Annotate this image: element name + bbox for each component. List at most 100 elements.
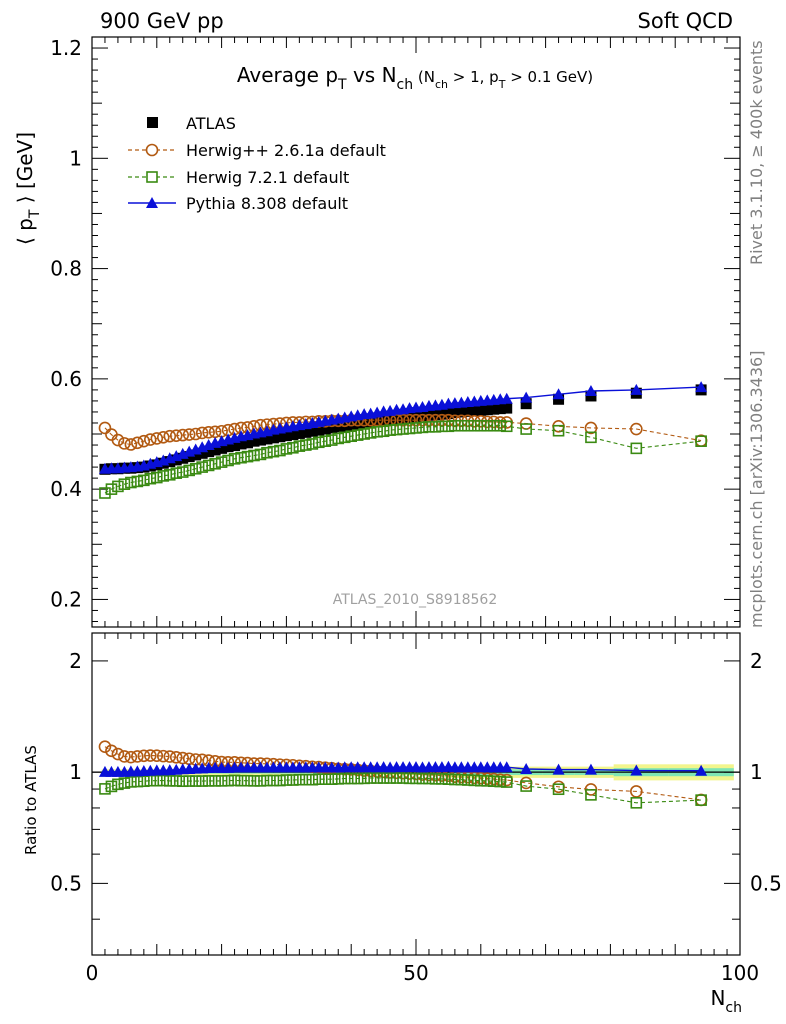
data-point-atlas xyxy=(319,423,331,435)
data-point-herwig7 xyxy=(429,421,442,433)
data-point-herwig7 xyxy=(163,469,176,481)
data-point-herwigpp xyxy=(124,750,138,764)
data-point-herwigpp xyxy=(131,750,144,763)
data-point-herwig7 xyxy=(215,456,228,468)
data-point-herwig7 xyxy=(429,773,442,785)
data-point-herwig7 xyxy=(105,780,118,793)
data-point-atlas xyxy=(196,447,208,459)
data-point-atlas xyxy=(267,432,279,444)
data-point-atlas xyxy=(520,398,532,410)
data-point-herwig7 xyxy=(520,423,532,435)
data-point-herwig7 xyxy=(293,440,306,452)
data-point-herwigpp xyxy=(118,437,131,450)
data-point-pythia xyxy=(500,761,513,773)
data-point-atlas xyxy=(261,433,273,445)
data-point-herwig7 xyxy=(254,775,267,787)
data-point-herwig7 xyxy=(371,772,383,784)
data-point-herwig7 xyxy=(319,435,332,447)
data-point-herwig7 xyxy=(196,461,208,473)
data-point-herwig7 xyxy=(630,797,643,809)
data-point-herwigpp xyxy=(435,413,449,427)
data-point-herwigpp xyxy=(137,434,151,448)
data-point-herwig7 xyxy=(442,773,455,786)
data-point-herwig7 xyxy=(364,427,377,439)
data-point-atlas xyxy=(313,424,325,436)
data-point-herwig7 xyxy=(332,773,345,785)
data-point-herwig7 xyxy=(449,419,461,432)
data-point-herwigpp xyxy=(156,749,170,763)
data-point-herwig7 xyxy=(390,772,403,784)
data-point-herwig7 xyxy=(384,772,396,784)
data-point-herwigpp xyxy=(98,740,112,753)
data-point-atlas xyxy=(352,418,364,430)
data-point-herwig7 xyxy=(462,419,474,432)
upper-frame xyxy=(91,36,741,628)
data-point-herwig7 xyxy=(397,772,409,784)
data-point-atlas xyxy=(371,415,383,427)
data-point-herwig7 xyxy=(99,783,111,795)
data-point-herwig7 xyxy=(248,775,260,787)
data-point-herwig7 xyxy=(112,480,124,493)
data-point-herwig7 xyxy=(287,774,299,786)
upper-y-tick-label: 1.2 xyxy=(50,36,82,60)
upper-y-tick-label: 0.4 xyxy=(50,477,82,501)
data-point-herwig7 xyxy=(403,772,416,785)
data-point-atlas xyxy=(300,426,312,438)
data-point-herwig7 xyxy=(585,789,597,801)
data-point-herwig7 xyxy=(235,774,247,787)
data-point-herwig7 xyxy=(312,436,325,449)
lower-y-tick-label: 2 xyxy=(69,649,82,673)
data-point-herwigpp xyxy=(182,428,196,441)
data-point-atlas xyxy=(274,431,286,443)
data-point-herwig7 xyxy=(144,774,157,787)
data-point-atlas xyxy=(494,403,506,415)
data-point-herwigpp xyxy=(111,433,125,447)
data-point-herwig7 xyxy=(325,773,338,786)
chart-title: Average pT vs Nch (Nch > 1, pT > 0.1 GeV… xyxy=(237,63,593,93)
data-point-herwig7 xyxy=(267,445,280,458)
legend-entry-herwig7: Herwig 7.2.1 default xyxy=(128,168,349,187)
data-point-herwig7 xyxy=(358,772,370,785)
data-point-herwig7 xyxy=(474,419,487,432)
data-point-herwig7 xyxy=(144,472,157,485)
data-point-atlas xyxy=(468,405,480,417)
data-point-herwig7 xyxy=(416,421,429,434)
data-point-herwigpp xyxy=(584,421,598,435)
data-point-herwigpp xyxy=(630,785,643,798)
data-point-herwig7 xyxy=(397,423,409,435)
data-point-pythia xyxy=(520,391,533,403)
data-point-atlas xyxy=(442,408,454,420)
upper-y-tick-label: 0.2 xyxy=(50,587,82,611)
data-point-herwig7 xyxy=(99,487,111,499)
data-point-herwig7 xyxy=(436,420,448,433)
data-point-herwig7 xyxy=(300,439,312,451)
lower-y-tick-label-right: 1 xyxy=(750,760,763,784)
data-point-herwig7 xyxy=(351,429,364,441)
data-point-herwig7 xyxy=(449,773,461,786)
data-point-herwigpp xyxy=(169,429,183,442)
data-point-herwig7 xyxy=(202,459,215,472)
data-point-atlas xyxy=(397,413,409,425)
data-point-herwigpp xyxy=(429,413,442,427)
data-point-herwig7 xyxy=(280,443,293,455)
legend-entry-herwigpp: Herwig++ 2.6.1a default xyxy=(128,141,386,160)
data-point-herwig7 xyxy=(131,775,144,788)
data-point-atlas xyxy=(358,417,370,429)
data-point-herwig7 xyxy=(254,448,267,461)
data-point-herwig7 xyxy=(384,424,396,436)
data-point-herwig7 xyxy=(274,774,286,787)
data-point-herwigpp xyxy=(176,428,190,442)
data-point-herwig7 xyxy=(125,776,137,788)
x-tick-label: 0 xyxy=(86,961,99,985)
data-point-herwigpp xyxy=(98,421,112,435)
data-point-herwig7 xyxy=(138,775,150,788)
data-point-herwig7 xyxy=(287,441,299,454)
data-point-herwig7 xyxy=(189,462,202,475)
legend-entry-pythia: Pythia 8.308 default xyxy=(128,194,348,213)
data-point-herwig7 xyxy=(157,774,170,787)
data-point-herwig7 xyxy=(312,773,325,786)
data-point-herwig7 xyxy=(695,435,707,447)
data-point-herwig7 xyxy=(468,774,481,787)
lower-data-marks xyxy=(98,740,708,809)
x-axis-label: Nch xyxy=(710,986,742,1016)
